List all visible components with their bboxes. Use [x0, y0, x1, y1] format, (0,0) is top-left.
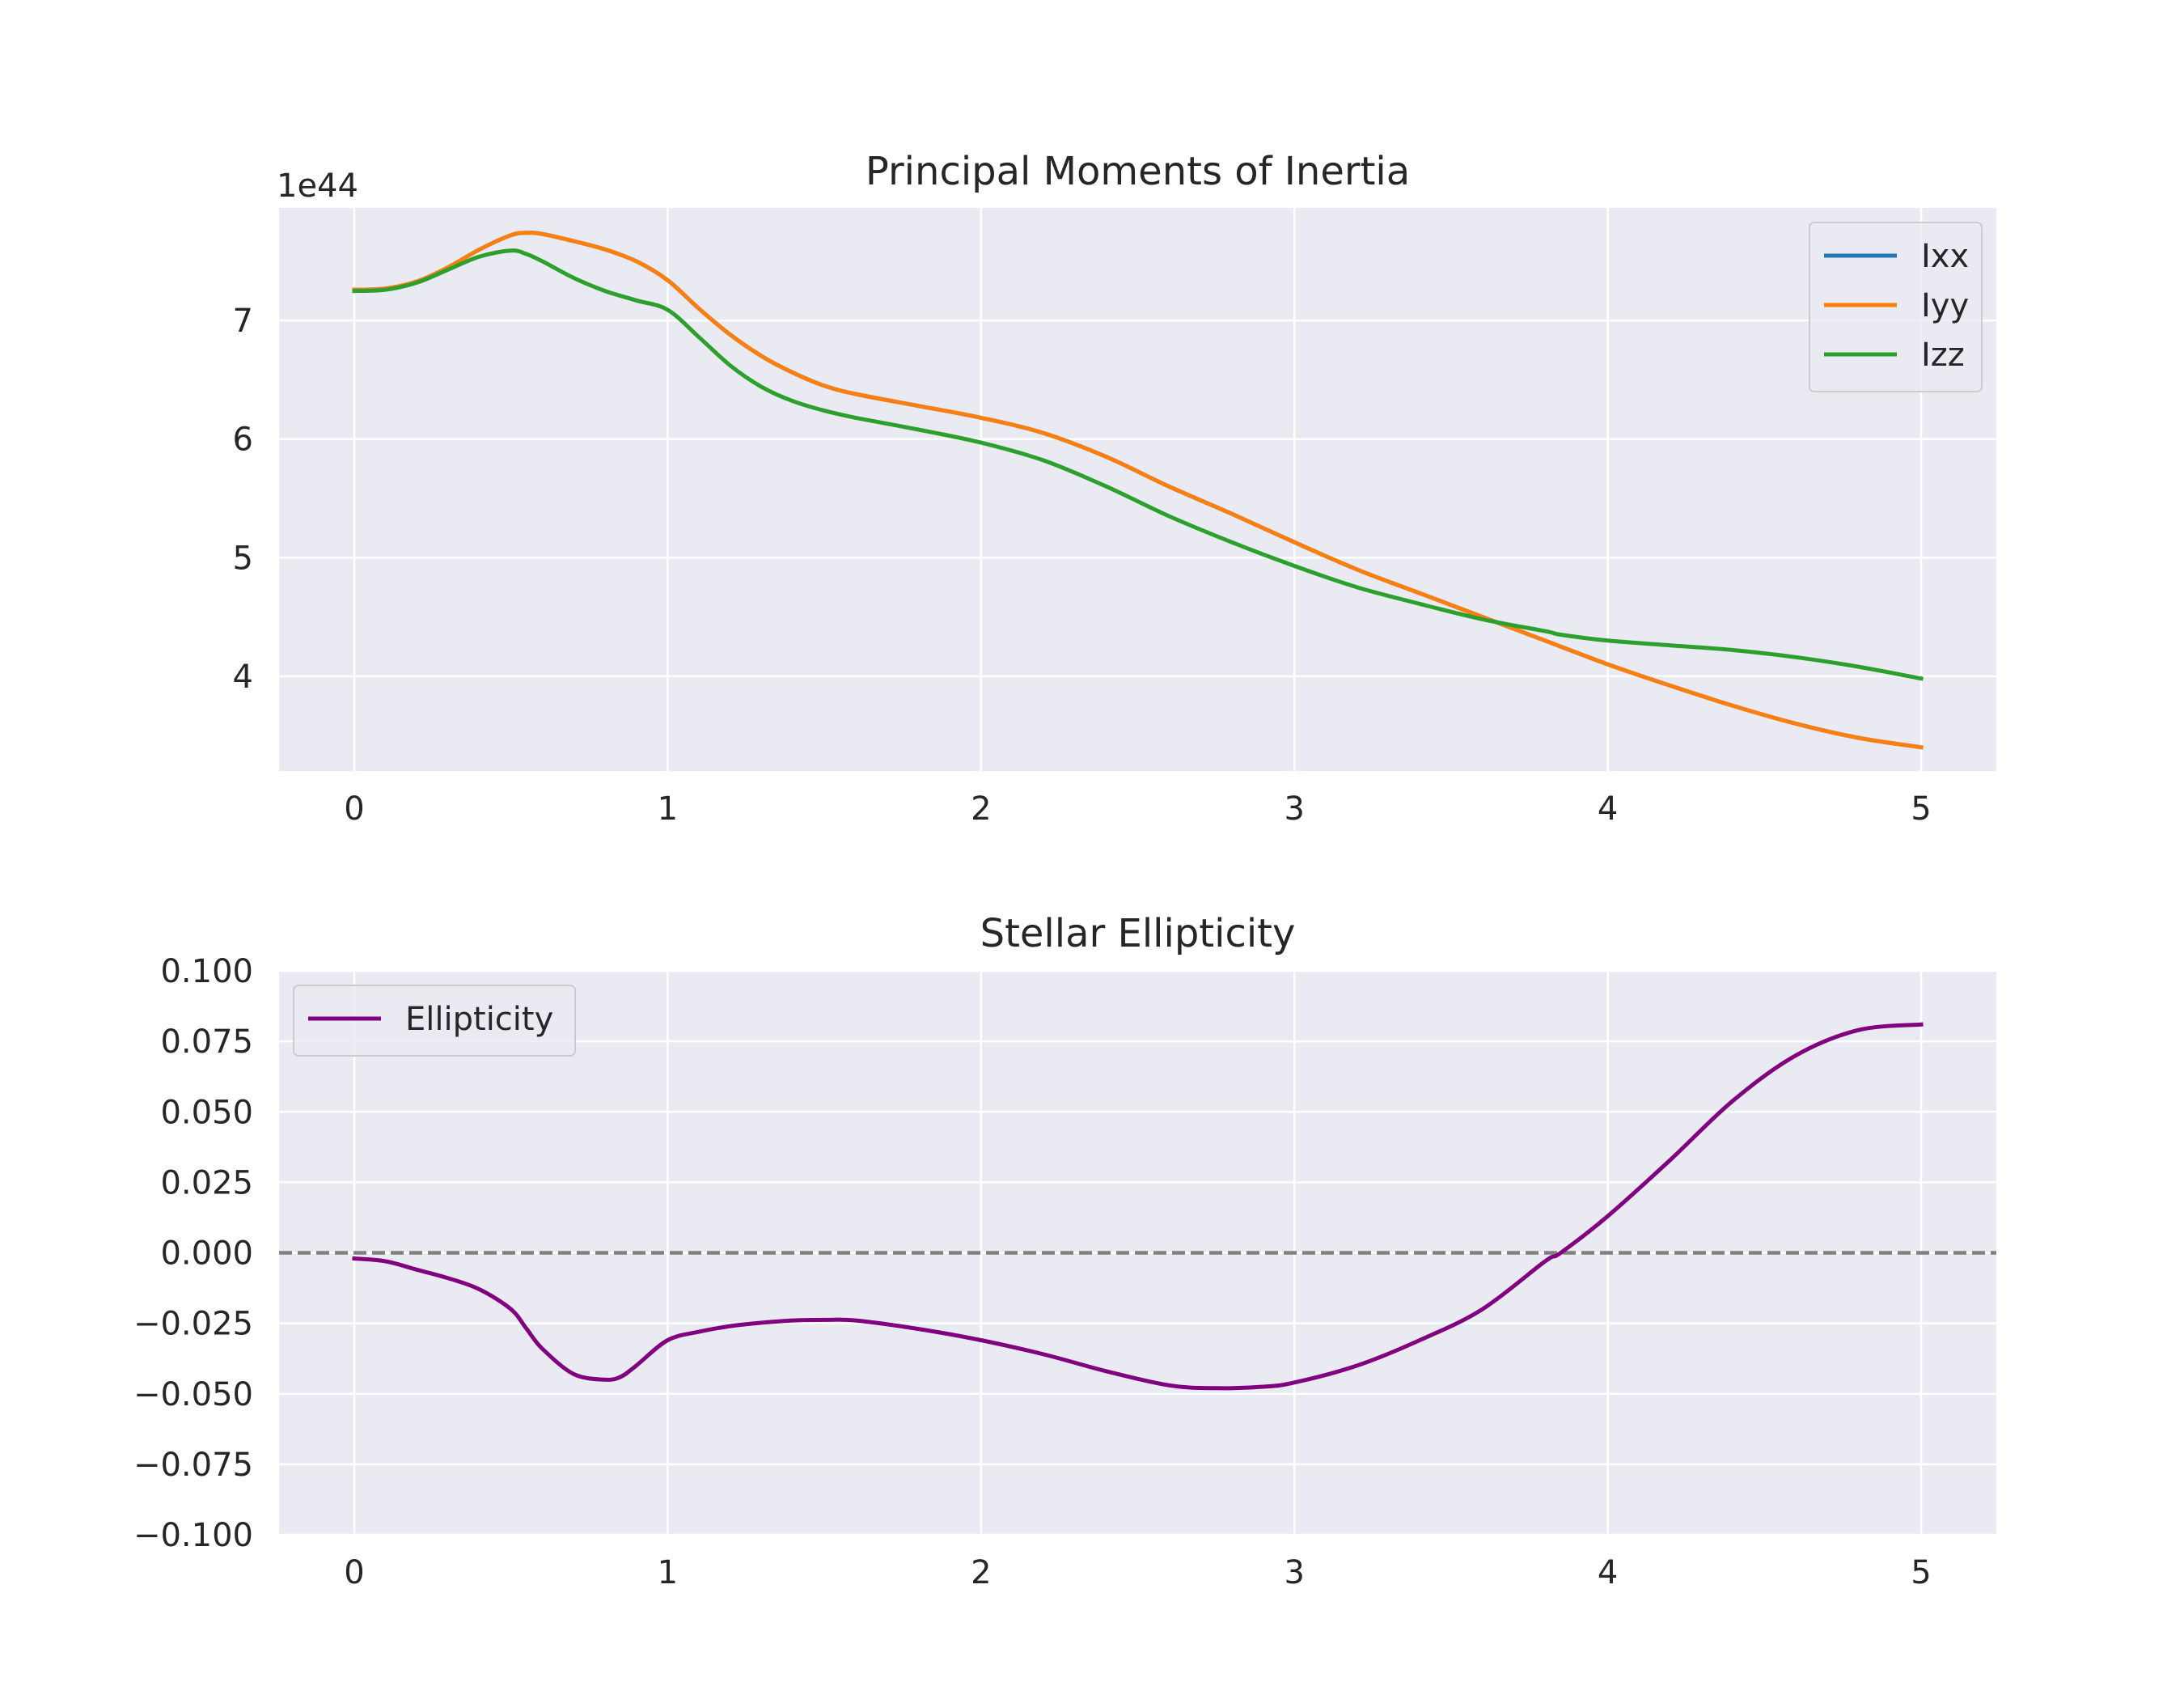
x-tick-label: 4: [1598, 1554, 1618, 1591]
ellipticity-y-ticks: −0.100 −0.075 −0.050 −0.025 0.000 0.025 0.050 0…: [133, 953, 253, 1554]
x-tick-label: 3: [1284, 790, 1304, 828]
legend-box: [293, 985, 576, 1057]
y-tick-label: 4: [233, 659, 253, 696]
inertia-chart: 0 1 2 3 4 5 4 5 6 7 Principal Moments of Inertia…: [233, 149, 1996, 828]
x-tick-label: 2: [971, 790, 991, 828]
y-tick-label: 0.075: [160, 1023, 253, 1061]
x-tick-label: 5: [1911, 790, 1931, 828]
inertia-chart-title: Principal Moments of Inertia: [866, 149, 1410, 194]
x-tick-label: 5: [1911, 1554, 1931, 1591]
legend-label: Izz: [1921, 337, 1965, 374]
y-tick-label: 7: [233, 303, 253, 340]
inertia-y-offset-label: 1e44: [277, 167, 358, 205]
y-tick-label: 0.100: [160, 953, 253, 990]
y-tick-label: 5: [233, 540, 253, 577]
x-tick-label: 0: [344, 790, 364, 828]
y-tick-label: −0.100: [133, 1517, 253, 1554]
legend-label: Ellipticity: [405, 1001, 553, 1038]
y-tick-label: −0.075: [133, 1447, 253, 1484]
series-line-izz: [352, 248, 1924, 681]
ellipticity-chart-title: Stellar Ellipticity: [980, 911, 1296, 956]
y-tick-label: −0.025: [133, 1306, 253, 1343]
x-tick-label: 2: [971, 1554, 991, 1591]
ellipticity-legend: Ellipticity: [293, 985, 576, 1057]
ellipticity-x-ticks: 0 1 2 3 4 5: [344, 1554, 1931, 1591]
ellipticity-chart: 0 1 2 3 4 5 −0.100 −0.075 −0.050 −0.025 0.000 0.02…: [133, 911, 1996, 1591]
legend-label: Iyy: [1921, 287, 1969, 324]
inertia-series: [352, 231, 1924, 750]
x-tick-label: 0: [344, 1554, 364, 1591]
series-line-iyy: [352, 231, 1924, 750]
x-tick-label: 3: [1284, 1554, 1304, 1591]
x-tick-label: 4: [1598, 790, 1618, 828]
y-tick-label: 0.000: [160, 1235, 253, 1273]
inertia-legend: Ixx Iyy Izz: [1809, 222, 1983, 392]
inertia-x-ticks: 0 1 2 3 4 5: [344, 790, 1931, 828]
x-tick-label: 1: [658, 1554, 678, 1591]
y-tick-label: −0.050: [133, 1376, 253, 1413]
inertia-y-ticks: 4 5 6 7: [233, 303, 253, 696]
y-tick-label: 6: [233, 422, 253, 459]
legend-label: Ixx: [1921, 238, 1969, 275]
ellipticity-series: [352, 1022, 1924, 1391]
x-tick-label: 1: [658, 790, 678, 828]
y-tick-label: 0.025: [160, 1164, 253, 1201]
series-line-ellipticity: [352, 1022, 1924, 1391]
y-tick-label: 0.050: [160, 1094, 253, 1131]
inertia-plot-area: [279, 208, 1996, 771]
